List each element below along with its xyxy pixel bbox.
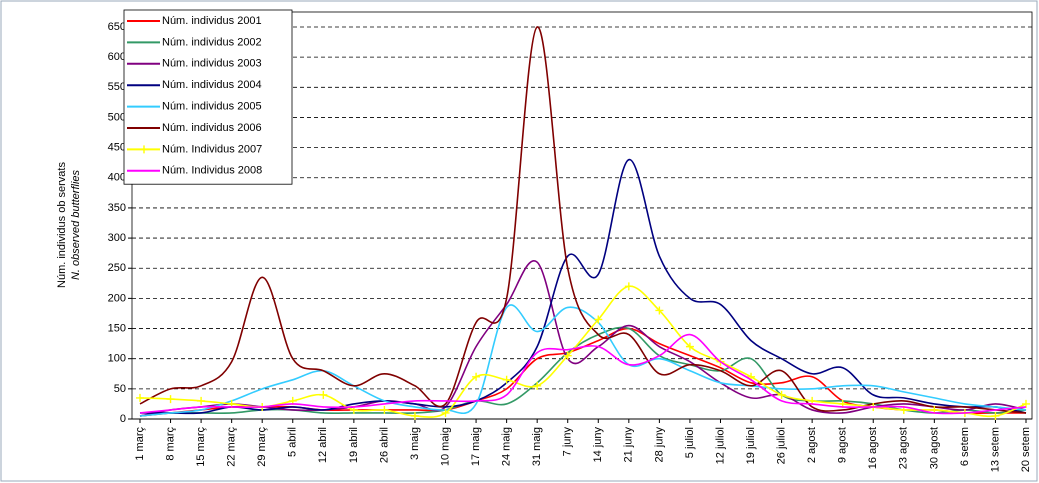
series-line <box>139 333 1027 415</box>
series-marker <box>319 390 328 399</box>
y-tick-label: 50 <box>114 383 126 395</box>
legend-label: Núm. individus 2003 <box>162 58 262 70</box>
series-marker <box>991 411 1000 420</box>
y-axis-title: Núm. individus ob servats <box>56 162 68 288</box>
x-tick-label: 5 abril <box>287 427 299 457</box>
x-tick-label: 1 març <box>134 427 146 461</box>
x-tick-label: 7 juny <box>562 427 574 457</box>
y-tick-label: 500 <box>108 111 126 123</box>
legend-label: Núm. Individus 2008 <box>162 165 262 177</box>
legend-label: Núm. Individus 2007 <box>162 143 262 155</box>
x-tick-label: 31 maig <box>531 427 543 466</box>
series-marker <box>502 375 511 384</box>
x-tick-label: 28 juny <box>653 427 665 463</box>
series-marker <box>624 282 633 291</box>
x-tick-label: 26 juliol <box>775 427 787 464</box>
x-tick-label: 22 març <box>226 427 238 467</box>
x-tick-label: 2 agost <box>806 427 818 463</box>
y-tick-label: 450 <box>108 142 126 154</box>
y-tick-label: 350 <box>108 202 126 214</box>
x-tick-label: 13 setem <box>989 427 1001 472</box>
x-tick-label: 3 maig <box>409 427 421 460</box>
x-tick-label: 20 setem <box>1020 427 1032 472</box>
x-tick-label: 19 juliol <box>745 427 757 464</box>
series-line <box>139 158 1027 415</box>
y-tick-label: 600 <box>108 51 126 63</box>
x-tick-label: 16 agost <box>867 427 879 469</box>
series-marker <box>441 408 450 417</box>
series-marker <box>166 395 175 404</box>
y-tick-label: 550 <box>108 81 126 93</box>
series-marker <box>563 351 572 360</box>
legend-marker <box>140 145 148 154</box>
series-marker <box>136 393 144 402</box>
legend-label: Núm. individus 2002 <box>162 36 262 48</box>
x-tick-label: 19 abril <box>348 427 360 463</box>
x-tick-label: 17 maig <box>470 427 482 466</box>
legend-label: Núm. individus 2005 <box>162 101 262 113</box>
y-tick-label: 100 <box>108 353 126 365</box>
series-marker <box>410 411 419 420</box>
x-tick-label: 21 juny <box>623 427 635 463</box>
y-tick-label: 0 <box>120 413 126 425</box>
x-tick-label: 29 març <box>256 427 268 467</box>
series-line <box>139 304 1027 417</box>
x-tick-label: 26 abril <box>378 427 390 463</box>
x-tick-label: 8 març <box>164 427 176 461</box>
legend-label: Núm. individus 2004 <box>162 79 262 91</box>
x-tick-label: 12 juliol <box>714 427 726 464</box>
y-tick-label: 250 <box>108 262 126 274</box>
x-tick-label: 14 juny <box>592 427 604 463</box>
x-tick-label: 23 agost <box>898 427 910 469</box>
y-axis-subtitle: N. observed butterflies <box>70 169 82 280</box>
x-tick-label: 30 agost <box>928 427 940 469</box>
x-tick-label: 6 setem <box>959 427 971 466</box>
series-marker <box>472 372 481 381</box>
x-tick-label: 5 juliol <box>684 427 696 458</box>
legend-box <box>123 9 293 185</box>
x-tick-label: 24 maig <box>501 427 513 466</box>
series-marker <box>533 381 542 390</box>
series-marker <box>777 390 786 399</box>
legend-label: Núm. individus 2001 <box>162 15 262 27</box>
x-tick-label: 15 març <box>195 427 207 467</box>
y-tick-label: 400 <box>108 172 126 184</box>
x-tick-label: 10 maig <box>439 427 451 466</box>
y-tick-label: 650 <box>108 21 126 33</box>
y-tick-label: 300 <box>108 232 126 244</box>
series-marker <box>197 396 206 405</box>
legend-label: Núm. individus 2006 <box>162 122 262 134</box>
y-tick-label: 150 <box>108 322 126 334</box>
series-marker <box>1022 399 1030 408</box>
x-tick-label: 9 agost <box>837 427 849 463</box>
y-tick-label: 200 <box>108 292 126 304</box>
series-marker <box>655 306 664 315</box>
series-marker <box>380 405 389 414</box>
series-marker <box>685 342 694 351</box>
x-tick-label: 12 abril <box>317 427 329 463</box>
series-marker <box>594 315 603 324</box>
